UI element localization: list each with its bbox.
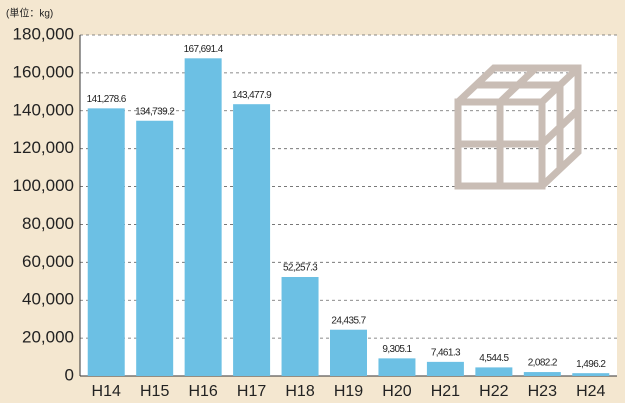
bar [475,367,513,376]
y-axis-label: (単位：kg) [6,7,53,20]
value-label: 7,461.3 [431,348,461,359]
bar [426,361,464,376]
bar [87,108,125,377]
y-tick-label: 40,000 [22,290,74,309]
x-tick-label: H14 [92,383,121,400]
bar [330,329,367,376]
value-label: 134,739.2 [135,106,175,117]
value-label: 141,278.6 [87,94,127,105]
x-tick-label: H22 [479,383,508,400]
bar [523,372,561,376]
value-label: 4,544.5 [479,353,509,364]
value-label: 143,477.9 [232,90,272,101]
y-tick-label: 160,000 [13,62,74,81]
y-tick-label: 100,000 [13,176,74,195]
x-tick-label: H23 [528,383,557,400]
x-tick-label: H20 [382,383,411,400]
x-tick-label: H17 [237,383,266,400]
value-label: 52,257.3 [283,263,318,274]
bar [233,104,271,376]
x-tick-label: H21 [431,383,460,400]
value-label: 9,305.1 [382,344,412,355]
x-tick-label: H24 [576,383,605,400]
y-tick-label: 180,000 [13,24,74,43]
x-tick-label: H16 [188,383,217,400]
y-tick-label: 60,000 [22,252,74,271]
x-tick-label: H15 [140,383,169,400]
bar [184,58,222,376]
y-tick-label: 140,000 [13,100,74,119]
y-tick-label: 0 [65,365,74,384]
value-label: 1,496.2 [576,359,606,370]
bar [136,120,174,376]
value-label: 167,691.4 [184,44,224,55]
x-tick-label: H18 [285,383,314,400]
x-tick-label: H19 [334,383,363,400]
bar [281,277,319,376]
y-tick-label: 20,000 [22,328,74,347]
bar [572,373,610,376]
y-tick-label: 120,000 [13,138,74,157]
value-label: 2,082.2 [528,358,558,369]
cube-icon [454,64,582,190]
value-label: 24,435.7 [331,315,366,326]
y-tick-label: 80,000 [22,214,74,233]
bar [378,358,416,376]
